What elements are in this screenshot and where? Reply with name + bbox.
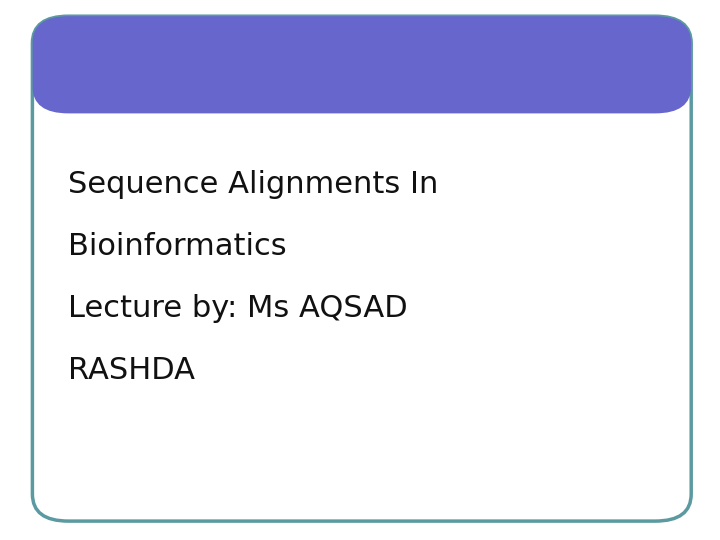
FancyBboxPatch shape (32, 0, 691, 113)
Text: Lecture by: Ms AQSAD: Lecture by: Ms AQSAD (68, 294, 408, 323)
Text: Bioinformatics: Bioinformatics (68, 232, 287, 261)
Text: Sequence Alignments In: Sequence Alignments In (68, 170, 438, 199)
FancyBboxPatch shape (32, 16, 691, 521)
Text: RASHDA: RASHDA (68, 356, 195, 386)
